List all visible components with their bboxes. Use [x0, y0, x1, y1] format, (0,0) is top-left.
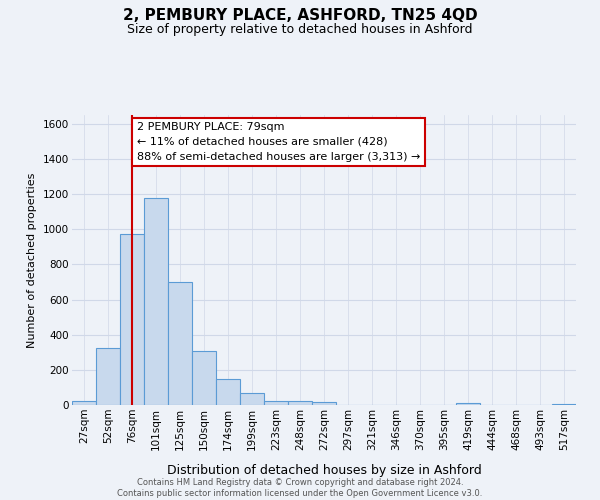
Text: 2 PEMBURY PLACE: 79sqm
← 11% of detached houses are smaller (428)
88% of semi-de: 2 PEMBURY PLACE: 79sqm ← 11% of detached… — [137, 122, 420, 162]
Bar — [552, 404, 576, 405]
Bar — [264, 400, 288, 405]
Bar — [192, 352, 216, 405]
Bar — [144, 198, 168, 405]
Bar — [168, 282, 192, 405]
Bar — [72, 400, 96, 405]
Bar — [288, 402, 312, 405]
Bar — [456, 403, 480, 405]
Text: Contains HM Land Registry data © Crown copyright and database right 2024.
Contai: Contains HM Land Registry data © Crown c… — [118, 478, 482, 498]
Bar — [312, 402, 336, 405]
X-axis label: Distribution of detached houses by size in Ashford: Distribution of detached houses by size … — [167, 464, 481, 477]
Bar — [240, 392, 264, 405]
Text: Size of property relative to detached houses in Ashford: Size of property relative to detached ho… — [127, 22, 473, 36]
Bar — [96, 348, 120, 405]
Y-axis label: Number of detached properties: Number of detached properties — [28, 172, 37, 348]
Bar — [216, 378, 240, 405]
Bar — [120, 234, 144, 405]
Text: 2, PEMBURY PLACE, ASHFORD, TN25 4QD: 2, PEMBURY PLACE, ASHFORD, TN25 4QD — [122, 8, 478, 22]
